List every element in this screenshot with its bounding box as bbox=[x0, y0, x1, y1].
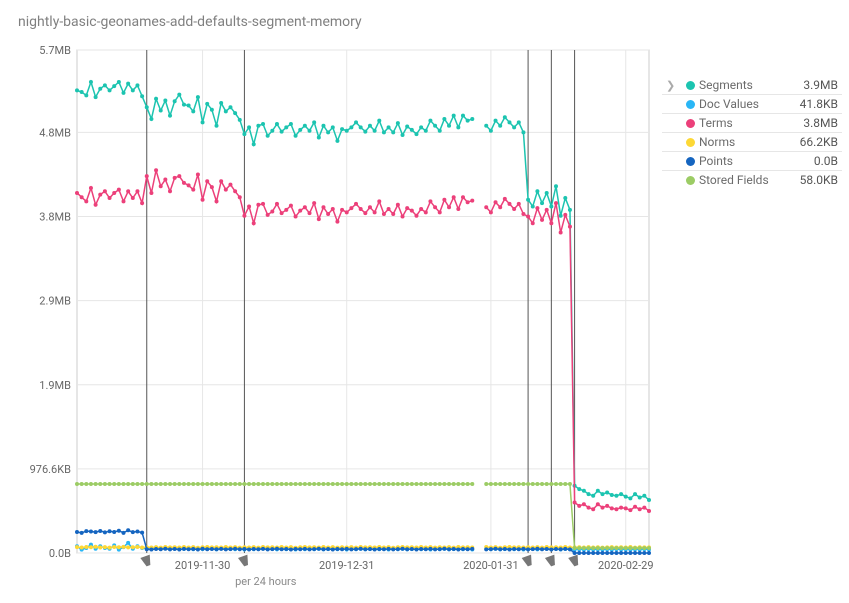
legend-row[interactable]: Stored Fields 58.0KB bbox=[662, 171, 842, 190]
x-tick-label: 2020-01-31 bbox=[463, 559, 519, 572]
y-tick-label: 5.7MB bbox=[39, 44, 71, 57]
legend-color-dot bbox=[686, 81, 695, 90]
y-tick-label: 2.9MB bbox=[39, 295, 71, 308]
legend-series-name: Doc Values bbox=[699, 97, 759, 111]
legend-row[interactable]: Norms 66.2KB bbox=[662, 133, 842, 152]
legend-row[interactable]: ❯Segments3.9MB bbox=[662, 76, 842, 95]
event-marker-icon bbox=[522, 555, 535, 568]
legend-series-name: Segments bbox=[699, 78, 753, 92]
legend-color-dot bbox=[686, 119, 695, 128]
legend-color-dot bbox=[686, 157, 695, 166]
y-tick-label: 4.8MB bbox=[39, 126, 71, 139]
legend-series-name: Norms bbox=[699, 135, 735, 149]
event-marker-icon bbox=[140, 555, 153, 568]
legend-series-value: 58.0KB bbox=[788, 171, 842, 190]
event-marker-icon bbox=[568, 555, 581, 568]
x-tick-label: 2019-11-30 bbox=[175, 559, 231, 572]
y-tick-label: 0.0B bbox=[49, 547, 71, 560]
event-marker-icon bbox=[238, 555, 251, 568]
legend-series-value: 3.8MB bbox=[788, 114, 842, 133]
legend-series-name: Terms bbox=[699, 116, 733, 130]
legend-series-name: Stored Fields bbox=[699, 173, 769, 187]
legend-color-dot bbox=[686, 176, 695, 185]
legend-color-dot bbox=[686, 138, 695, 147]
legend-series-value: 66.2KB bbox=[788, 133, 842, 152]
x-axis-subtitle: per 24 hours bbox=[235, 575, 297, 588]
legend: ❯Segments3.9MBDoc Values41.8KBTerms3.8MB… bbox=[662, 76, 842, 189]
chart-plot: 0.0B 976.6KB 1.9MB 2.9MB 3.8MB 4.8MB 5.7MB 2019… bbox=[0, 0, 653, 595]
legend-row[interactable]: Terms 3.8MB bbox=[662, 114, 842, 133]
legend-series-name: Points bbox=[699, 154, 733, 168]
y-tick-label: 3.8MB bbox=[39, 211, 71, 224]
legend-series-value: 41.8KB bbox=[788, 95, 842, 114]
x-tick-label: 2020-02-29 bbox=[598, 559, 653, 572]
event-marker-icon bbox=[545, 555, 558, 568]
legend-series-value: 0.0B bbox=[788, 152, 842, 171]
x-tick-label: 2019-12-31 bbox=[319, 559, 375, 572]
legend-series-value: 3.9MB bbox=[788, 76, 842, 95]
legend-row[interactable]: Doc Values 41.8KB bbox=[662, 95, 842, 114]
y-tick-label: 976.6KB bbox=[30, 463, 72, 476]
legend-color-dot bbox=[686, 100, 695, 109]
y-tick-label: 1.9MB bbox=[39, 379, 71, 392]
legend-row[interactable]: Points 0.0B bbox=[662, 152, 842, 171]
